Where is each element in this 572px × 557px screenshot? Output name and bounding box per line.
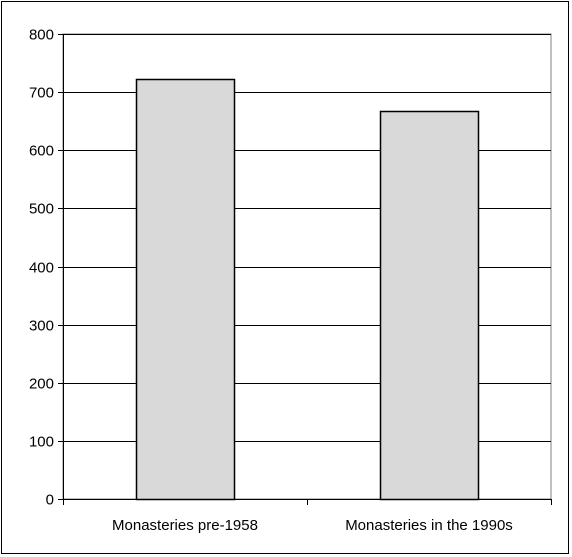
y-tick-label: 700 bbox=[29, 85, 54, 102]
y-tick-label: 400 bbox=[29, 260, 54, 277]
y-tick-label: 0 bbox=[46, 492, 54, 509]
x-category-label: Monasteries pre-1958 bbox=[112, 517, 258, 534]
y-tick-label: 800 bbox=[29, 27, 54, 44]
y-tick-label: 600 bbox=[29, 143, 54, 160]
y-tick-label: 300 bbox=[29, 318, 54, 335]
bar bbox=[135, 78, 236, 501]
y-tick-label: 200 bbox=[29, 376, 54, 393]
y-tick-label: 100 bbox=[29, 434, 54, 451]
bar bbox=[379, 110, 480, 501]
x-category-label: Monasteries in the 1990s bbox=[345, 517, 513, 534]
y-tick-label: 500 bbox=[29, 201, 54, 218]
